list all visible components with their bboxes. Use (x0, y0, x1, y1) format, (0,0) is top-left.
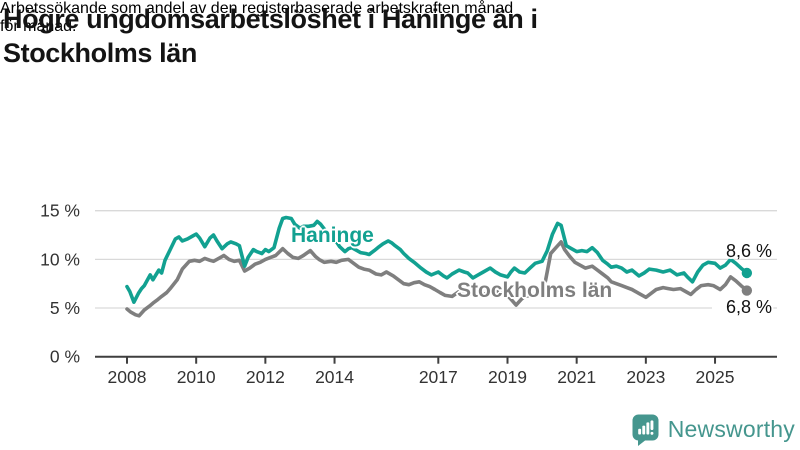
x-axis (95, 355, 777, 364)
newsworthy-logo: Newsworthy (631, 413, 795, 446)
end-dot (741, 285, 753, 296)
y-tick-label: 0 % (50, 347, 80, 367)
y-axis-labels: 0 % 5 % 10 % 15 % (40, 201, 80, 367)
x-tick-label: 2008 (108, 367, 147, 387)
x-tick-label: 2021 (557, 367, 596, 387)
end-dot (741, 267, 753, 279)
x-tick-label: 2017 (419, 367, 458, 387)
y-tick-label: 10 % (40, 249, 80, 269)
series-label-haninge: Haninge (291, 224, 374, 247)
x-axis-labels: 2008 2010 2012 2014 2017 2019 2021 2023 2025 (108, 367, 735, 387)
title-line-2: Stockholms län (3, 38, 197, 68)
x-tick-label: 2014 (315, 367, 354, 387)
subtitle-line-1: Arbetssökande som andel av den registerb… (0, 0, 514, 17)
series-lines (125, 215, 749, 318)
newsworthy-logo-icon (632, 414, 659, 446)
x-tick-label: 2023 (626, 367, 665, 387)
series-line-haninge (125, 215, 749, 305)
title-line-1: Högre ungdomsarbetslöshet i Haninge än i (3, 4, 538, 34)
series-label-stockholm: Stockholms län (457, 279, 613, 302)
series-line-stockholms-l-n (125, 240, 749, 318)
page-title: Högre ungdomsarbetslöshet i Haninge än i… (3, 2, 783, 70)
end-value-label-stockholm: 6,8 % (712, 297, 772, 318)
end-value-label-haninge: 8,6 % (725, 241, 772, 261)
x-tick-label: 2010 (177, 367, 216, 387)
y-tick-label: 15 % (40, 201, 80, 221)
y-tick-label: 5 % (50, 298, 80, 318)
x-tick-label: 2012 (246, 367, 285, 387)
subtitle-line-2: för månad. (0, 18, 77, 35)
x-tick-label: 2025 (696, 367, 735, 387)
newsworthy-logo-text: Newsworthy (667, 416, 795, 442)
series-end-dots (741, 267, 753, 296)
x-tick-label: 2019 (488, 367, 527, 387)
